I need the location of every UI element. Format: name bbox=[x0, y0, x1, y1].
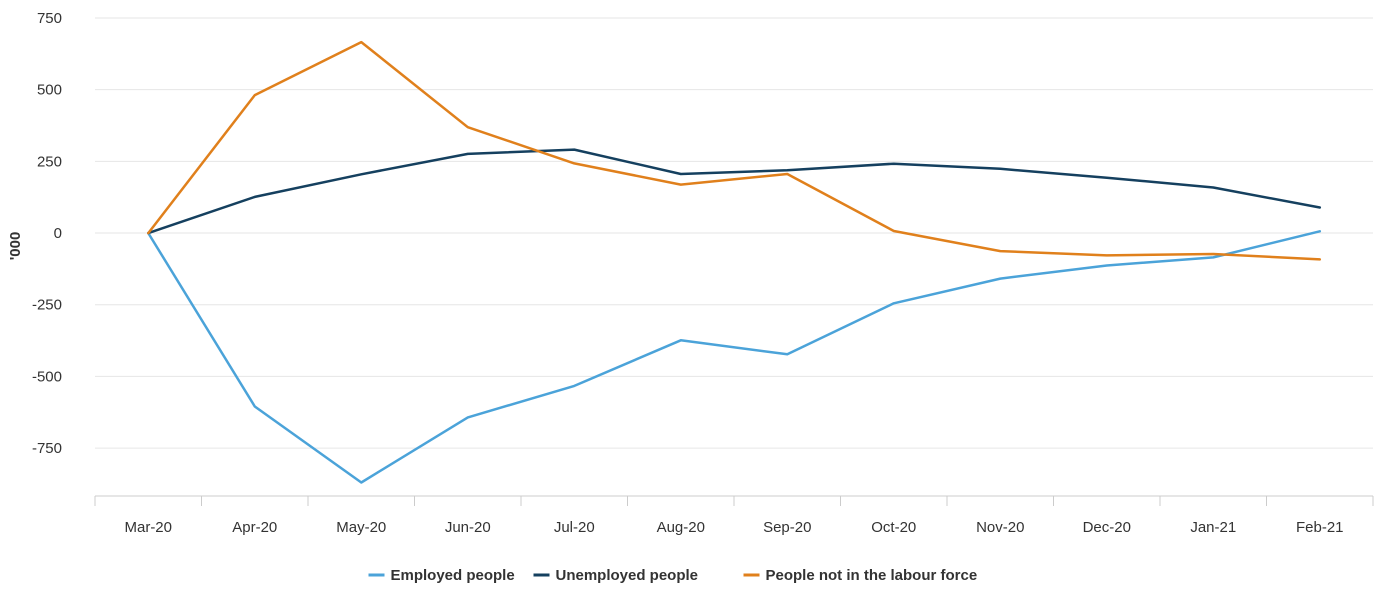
y-axis-title: '000 bbox=[7, 232, 24, 261]
y-tick-label: 750 bbox=[37, 10, 62, 27]
y-tick-label: -750 bbox=[32, 440, 62, 457]
legend-item-unemployed-people[interactable]: Unemployed people bbox=[533, 567, 699, 584]
y-tick-label: -500 bbox=[32, 368, 62, 385]
x-tick-label: Aug-20 bbox=[657, 519, 705, 536]
x-tick-label: Dec-20 bbox=[1083, 519, 1131, 536]
series-line-unemployed-people bbox=[147, 148, 1322, 235]
x-tick-label: Jan-21 bbox=[1190, 519, 1236, 536]
series-line-people-not-in-the-labour-force bbox=[147, 40, 1322, 261]
x-tick-label: Feb-21 bbox=[1296, 519, 1344, 536]
legend-label: Unemployed people bbox=[556, 567, 699, 584]
x-tick-label: May-20 bbox=[336, 519, 386, 536]
series-line-employed-people bbox=[147, 230, 1322, 484]
x-tick-label: Apr-20 bbox=[232, 519, 277, 536]
legend-label: Employed people bbox=[391, 567, 515, 584]
series-lines bbox=[147, 40, 1322, 484]
x-tick-label: Jul-20 bbox=[554, 519, 595, 536]
legend-item-employed-people[interactable]: Employed people bbox=[368, 567, 515, 584]
y-tick-label: -250 bbox=[32, 297, 62, 314]
y-tick-label: 250 bbox=[37, 153, 62, 170]
x-tick-label: Mar-20 bbox=[124, 519, 172, 536]
gridlines bbox=[95, 17, 1373, 449]
legend-item-people-not-in-the-labour-force[interactable]: People not in the labour force bbox=[743, 567, 978, 584]
y-tick-label: 500 bbox=[37, 82, 62, 99]
x-tick-label: Nov-20 bbox=[976, 519, 1024, 536]
legend-label: People not in the labour force bbox=[766, 567, 978, 584]
x-tick-label: Oct-20 bbox=[871, 519, 916, 536]
y-tick-label: 0 bbox=[54, 225, 62, 242]
legend: Employed people Unemployed people People n… bbox=[368, 567, 978, 584]
axes: 750 500 250 0 -250 -500 -750 Mar-20 Apr-20 May-20… bbox=[32, 10, 1374, 536]
x-tick-label: Sep-20 bbox=[763, 519, 811, 536]
x-tick-label: Jun-20 bbox=[445, 519, 491, 536]
